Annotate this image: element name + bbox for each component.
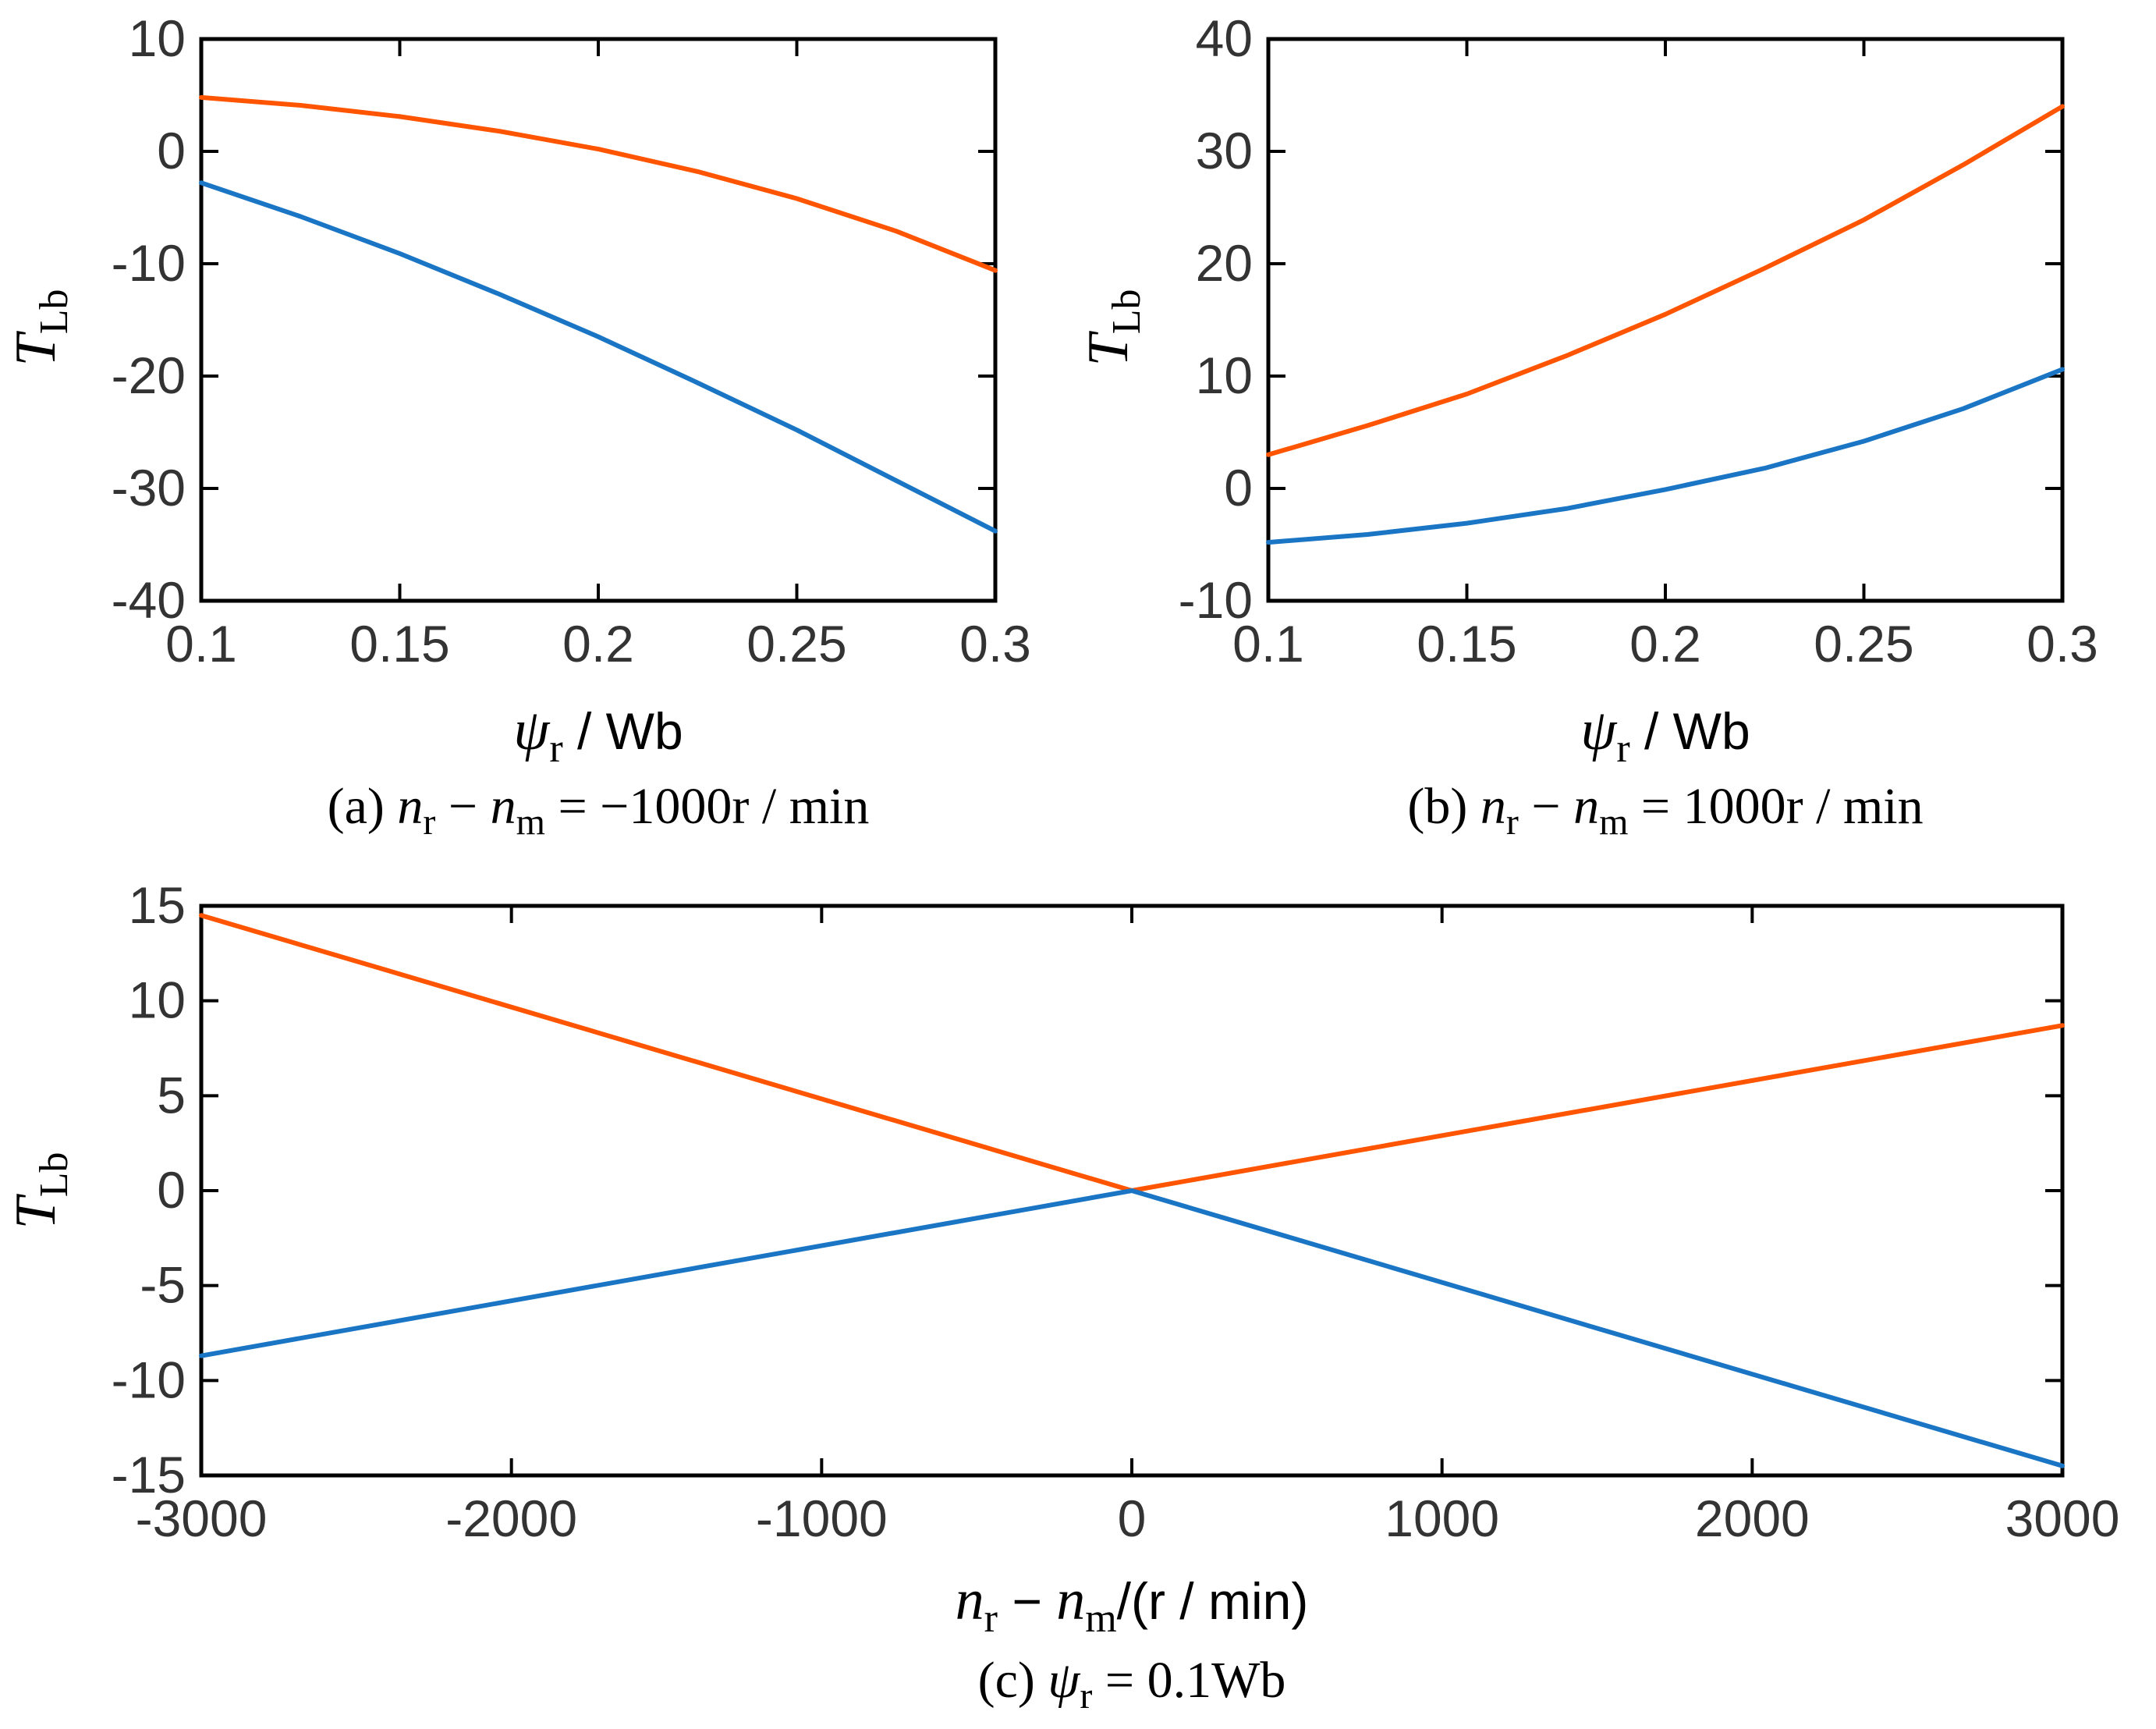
y-tick-label: 15 [129,876,186,934]
x-axis-label: ψr / Wb [1580,698,1750,771]
y-tick-label: -5 [140,1256,186,1314]
y-axis-label-sub: Lb [32,1152,76,1198]
caption-sub2: m [1599,801,1628,843]
y-tick-label: 20 [1196,234,1253,292]
y-tick-label: 10 [129,971,186,1029]
series-line-orange [199,94,998,273]
y-axis-label-sub: Lb [1105,289,1149,335]
y-tick-label: -10 [1179,571,1253,629]
caption-value: = 1000r / min [1628,778,1923,835]
y-tick-label: -30 [112,459,186,517]
x-tick-label: 0.15 [349,615,449,673]
x-tick-label: 0.3 [2027,615,2098,673]
x-axis-label-sub1: r [984,1596,998,1641]
x-axis-label-var2: n [1056,1568,1085,1632]
y-tick-label: -10 [112,1351,186,1408]
caption-value: = −1000r / min [545,778,869,835]
series-line-blue [199,1188,2065,1468]
x-axis-label-unit: / Wb [1630,702,1750,760]
caption-var1: ψ [1048,1652,1080,1709]
caption-sub2: m [516,801,545,843]
x-tick-label: 0 [1118,1489,1147,1547]
y-tick-label: 10 [129,9,186,67]
x-tick-label: 1000 [1385,1489,1499,1547]
y-tick-label: 40 [1196,9,1253,67]
y-tick-label: 0 [1224,459,1253,517]
x-tick-label: 0.15 [1417,615,1516,673]
y-tick-label: 10 [1196,346,1253,404]
x-axis-label-sub2: m [1085,1596,1116,1641]
caption-var2: n [1573,778,1599,835]
caption-op: − [1519,778,1573,835]
x-axis-label-var: ψ [513,698,551,762]
caption-sub1: r [1080,1675,1092,1717]
y-axis-label: TLb [1076,289,1149,367]
x-tick-label: -2000 [445,1489,577,1547]
caption-op: − [435,778,490,835]
series-line-blue [199,180,998,534]
chart-caption: (c) ψr = 0.1Wb [978,1652,1286,1717]
caption-sub1: r [423,801,435,843]
caption-prefix: (c) [978,1652,1048,1709]
caption-var1: n [397,778,423,835]
x-tick-label: 0.1 [1232,615,1304,673]
x-tick-label: 0.25 [746,615,846,673]
x-axis-label-sub: r [549,726,562,771]
x-tick-label: -1000 [756,1489,888,1547]
y-axis-label: TLb [4,289,76,367]
x-tick-label: 3000 [2005,1489,2120,1547]
caption-var1: n [1480,778,1506,835]
y-tick-label: 0 [157,1161,186,1219]
caption-value: = 0.1Wb [1092,1652,1285,1709]
x-axis-label: ψr / Wb [513,698,683,771]
x-tick-label: 2000 [1695,1489,1810,1547]
y-tick-label: 30 [1196,122,1253,179]
y-axis-label-var: T [4,330,68,366]
caption-prefix: (b) [1407,778,1480,835]
caption-sub1: r [1506,801,1519,843]
x-tick-label: 0.2 [562,615,634,673]
chart-caption: (b) nr − nm = 1000r / min [1407,778,1923,843]
y-tick-label: -20 [112,346,186,404]
y-tick-label: -15 [112,1446,186,1504]
caption-var2: n [491,778,516,835]
series-line-orange [1266,104,2065,457]
x-tick-label: 0.1 [165,615,237,673]
plot-area-frame [199,37,998,603]
x-axis-label-var1: n [956,1568,984,1632]
series-line-orange [199,913,2065,1193]
x-axis-label-unit: /(r / min) [1117,1572,1309,1630]
x-tick-label: 0.3 [959,615,1031,673]
x-axis-label: nr − nm/(r / min) [956,1568,1309,1641]
x-axis-label-op: − [998,1572,1056,1630]
x-axis-label-unit: / Wb [563,702,683,760]
y-tick-label: 5 [157,1066,186,1124]
x-axis-label-sub: r [1616,726,1629,771]
plot-area-frame [1266,37,2065,603]
x-axis-label-var: ψ [1580,698,1618,762]
y-axis-label: TLb [4,1152,76,1230]
chart-c: -3000 -2000 -1000 0 1000 2000 3000 -15 -10 -5 0 5 10… [4,876,2119,1717]
series-line-blue [1266,367,2065,545]
caption-prefix: (a) [328,778,398,835]
x-tick-label: -3000 [136,1489,268,1547]
y-axis-label-var: T [4,1193,68,1229]
x-tick-label: 0.25 [1814,615,1913,673]
chart-caption: (a) nr − nm = −1000r / min [328,778,870,843]
y-axis-label-var: T [1076,330,1140,366]
y-axis-label-sub: Lb [32,289,76,335]
y-tick-label: -10 [112,234,186,292]
y-tick-label: -40 [112,571,186,629]
x-tick-label: 0.2 [1629,615,1701,673]
y-tick-label: 0 [157,122,186,179]
